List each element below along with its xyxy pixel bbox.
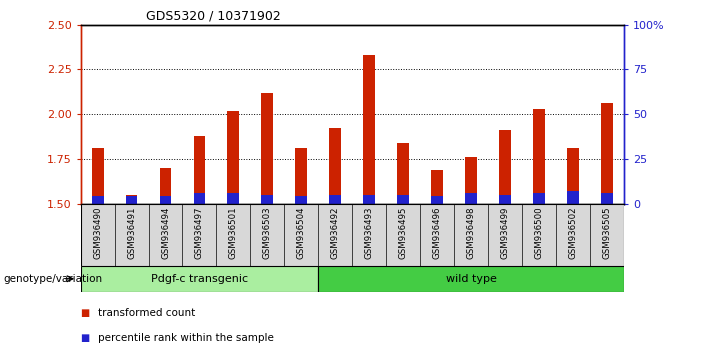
Text: Pdgf-c transgenic: Pdgf-c transgenic — [151, 274, 248, 284]
Bar — [227, 110, 239, 204]
Bar — [92, 196, 104, 204]
Text: GSM936497: GSM936497 — [195, 207, 204, 259]
Text: GSM936496: GSM936496 — [433, 207, 442, 259]
Text: GSM936490: GSM936490 — [93, 207, 102, 259]
Text: GSM936501: GSM936501 — [229, 207, 238, 259]
Text: GSM936503: GSM936503 — [263, 207, 272, 259]
Bar — [193, 193, 205, 204]
Text: GSM936494: GSM936494 — [161, 207, 170, 259]
Bar — [193, 136, 205, 204]
Bar — [295, 196, 307, 204]
Text: GSM936492: GSM936492 — [331, 207, 340, 259]
Bar — [533, 193, 545, 204]
Text: GSM936505: GSM936505 — [602, 207, 611, 259]
Text: genotype/variation: genotype/variation — [4, 274, 102, 284]
Bar — [295, 148, 307, 204]
Text: percentile rank within the sample: percentile rank within the sample — [98, 333, 274, 343]
Text: ■: ■ — [81, 333, 90, 343]
Bar — [261, 195, 273, 204]
Bar — [499, 195, 511, 204]
Bar — [397, 195, 409, 204]
Text: GSM936502: GSM936502 — [569, 207, 578, 259]
Bar — [601, 193, 613, 204]
Bar — [363, 55, 375, 204]
Bar — [227, 193, 239, 204]
Bar — [81, 266, 318, 292]
Bar — [329, 195, 341, 204]
Text: transformed count: transformed count — [98, 308, 196, 318]
Bar — [329, 129, 341, 204]
Bar — [533, 109, 545, 204]
Text: GSM936504: GSM936504 — [297, 207, 306, 259]
Bar — [465, 157, 477, 204]
Bar — [431, 170, 443, 204]
Bar — [92, 148, 104, 204]
Bar — [397, 143, 409, 204]
Bar — [125, 195, 137, 204]
Bar — [160, 196, 172, 204]
Bar — [465, 193, 477, 204]
Text: GSM936493: GSM936493 — [365, 207, 374, 259]
Text: GSM936498: GSM936498 — [467, 207, 475, 259]
Text: GDS5320 / 10371902: GDS5320 / 10371902 — [146, 9, 280, 22]
Text: GSM936495: GSM936495 — [399, 207, 408, 259]
Text: ■: ■ — [81, 308, 90, 318]
Text: GSM936491: GSM936491 — [127, 207, 136, 259]
Bar — [567, 191, 579, 204]
Text: GSM936500: GSM936500 — [534, 207, 543, 259]
Bar — [160, 168, 172, 204]
Bar — [567, 148, 579, 204]
Bar — [261, 93, 273, 204]
Text: GSM936499: GSM936499 — [501, 207, 510, 259]
Bar — [318, 266, 624, 292]
Bar — [431, 196, 443, 204]
Bar — [125, 196, 137, 204]
Bar — [363, 195, 375, 204]
Bar — [499, 130, 511, 204]
Bar — [601, 103, 613, 204]
Text: wild type: wild type — [446, 274, 496, 284]
